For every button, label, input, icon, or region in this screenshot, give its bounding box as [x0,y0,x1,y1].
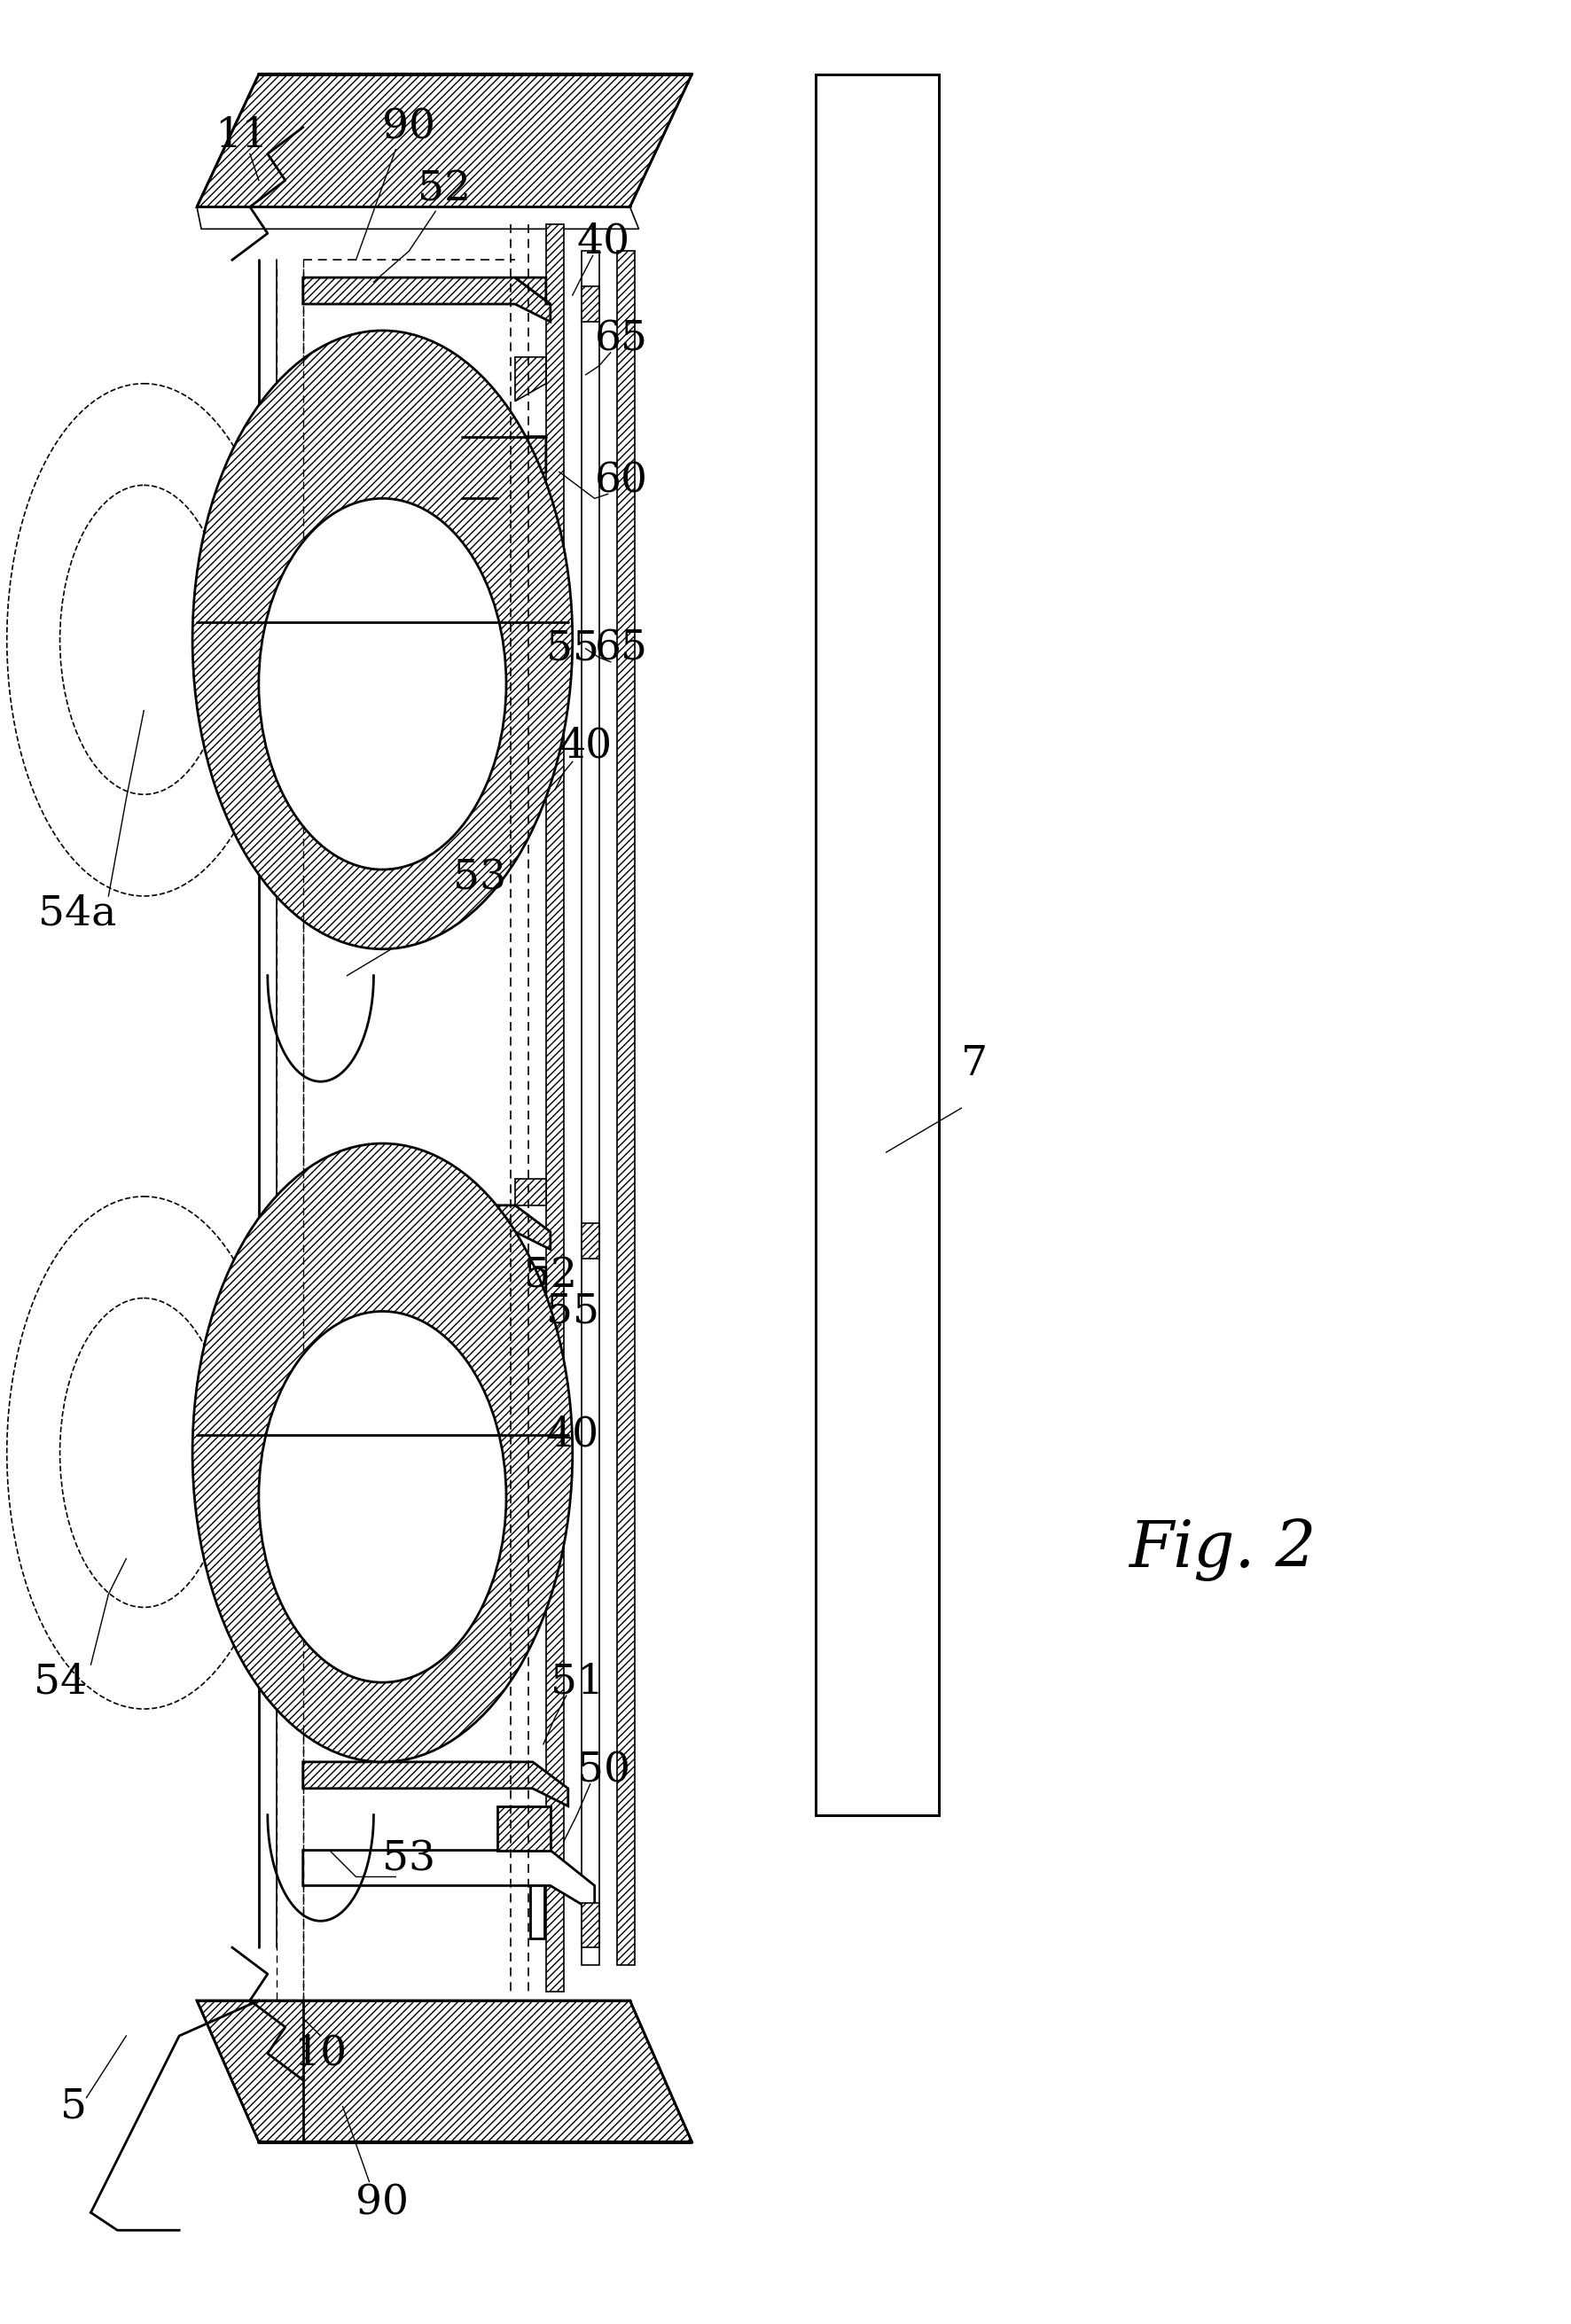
Text: 54: 54 [33,1662,86,1703]
Polygon shape [515,358,547,402]
Text: 51: 51 [550,1662,603,1703]
Text: 52: 52 [418,170,471,209]
Polygon shape [515,1178,547,1206]
Text: 90: 90 [382,107,435,146]
Polygon shape [529,525,544,579]
Polygon shape [547,225,564,1992]
Text: 50: 50 [577,1750,630,1792]
Text: 40: 40 [545,1415,599,1455]
Text: 55: 55 [545,627,599,669]
Text: 65: 65 [594,627,647,669]
Polygon shape [462,1267,547,1329]
Polygon shape [303,1206,550,1250]
Polygon shape [515,604,547,676]
Text: 11: 11 [214,116,267,156]
Polygon shape [617,251,635,1966]
Ellipse shape [60,486,228,795]
Text: 40: 40 [559,725,613,767]
Polygon shape [581,1222,599,1257]
Polygon shape [581,286,599,321]
Text: 10: 10 [294,2034,347,2073]
Polygon shape [498,1806,550,1850]
Text: 60: 60 [594,460,647,502]
Ellipse shape [6,383,281,897]
Polygon shape [529,1364,544,1418]
Text: 52: 52 [523,1255,577,1297]
Ellipse shape [6,1197,281,1708]
Polygon shape [196,74,691,207]
Text: 53: 53 [452,858,506,899]
Polygon shape [303,1762,569,1806]
Polygon shape [515,277,550,304]
Polygon shape [303,277,550,321]
Polygon shape [529,1885,544,1938]
Text: 7: 7 [961,1043,988,1083]
Ellipse shape [60,1299,228,1608]
Text: 40: 40 [577,223,630,263]
Ellipse shape [193,330,572,948]
Polygon shape [815,74,939,1815]
Polygon shape [462,437,547,497]
Text: Fig. 2: Fig. 2 [1128,1518,1316,1580]
Text: 55: 55 [545,1292,599,1332]
Text: 53: 53 [382,1838,435,1880]
Ellipse shape [193,1143,572,1762]
Polygon shape [303,1850,594,1913]
Text: 54a: 54a [38,895,116,934]
Text: 65: 65 [594,318,647,360]
Polygon shape [303,437,462,462]
Text: 5: 5 [60,2087,86,2126]
Polygon shape [581,1903,599,1948]
Ellipse shape [259,497,506,869]
Ellipse shape [259,1311,506,1683]
Text: 90: 90 [357,2185,408,2224]
Polygon shape [581,251,599,1966]
Polygon shape [196,207,639,230]
Polygon shape [196,2001,691,2143]
